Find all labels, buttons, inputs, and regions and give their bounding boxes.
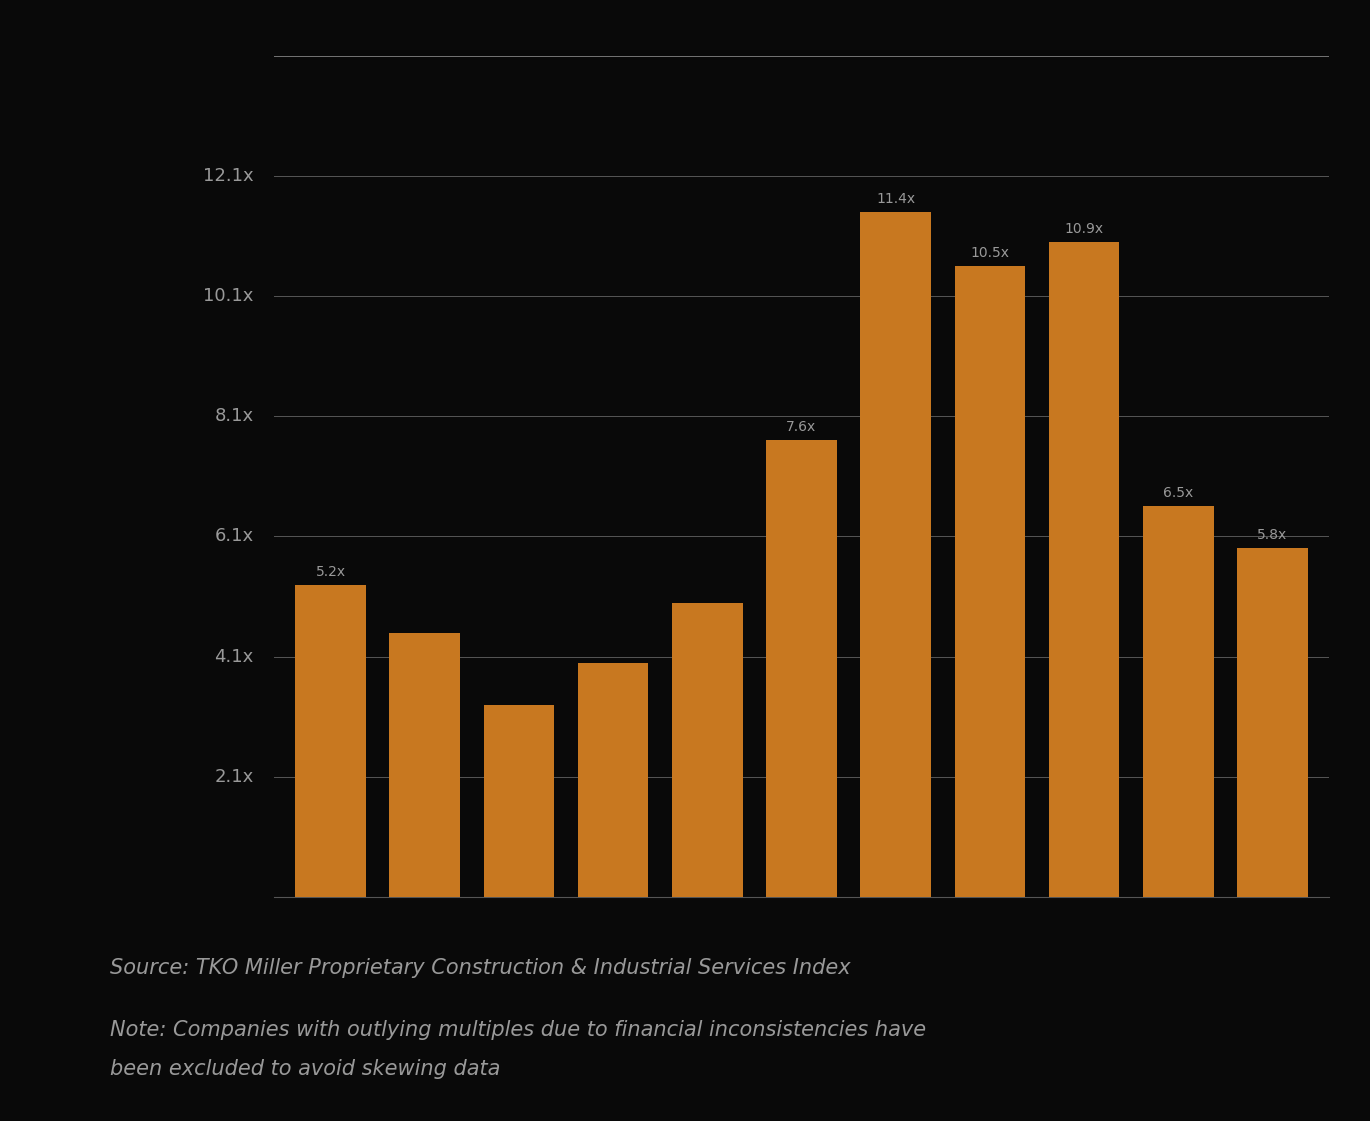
Bar <box>766 441 837 897</box>
Text: 10.1x: 10.1x <box>203 287 253 305</box>
Text: 4.1x: 4.1x <box>214 648 253 666</box>
Text: 8.1x: 8.1x <box>214 407 253 425</box>
Bar <box>389 632 460 897</box>
Text: 10.5x: 10.5x <box>970 247 1010 260</box>
Text: Note: Companies with outlying multiples due to financial inconsistencies have: Note: Companies with outlying multiples … <box>110 1020 926 1040</box>
Text: 6.5x: 6.5x <box>1163 487 1193 500</box>
Bar <box>295 584 366 897</box>
Bar <box>484 705 555 897</box>
Bar <box>671 603 743 897</box>
Text: been excluded to avoid skewing data: been excluded to avoid skewing data <box>110 1059 500 1080</box>
Text: 2.1x: 2.1x <box>214 768 253 786</box>
Text: 12.1x: 12.1x <box>203 167 253 185</box>
Bar <box>1143 507 1214 897</box>
Text: 10.9x: 10.9x <box>1064 222 1104 237</box>
Bar <box>1048 242 1119 897</box>
Text: 5.2x: 5.2x <box>315 565 345 578</box>
Text: 7.6x: 7.6x <box>786 420 817 435</box>
Text: Source: TKO Miller Proprietary Construction & Industrial Services Index: Source: TKO Miller Proprietary Construct… <box>110 958 851 979</box>
Text: 11.4x: 11.4x <box>875 192 915 206</box>
Text: 5.8x: 5.8x <box>1258 528 1288 543</box>
Bar <box>578 663 648 897</box>
Bar <box>860 212 932 897</box>
Bar <box>1237 548 1308 897</box>
Bar <box>955 266 1025 897</box>
Text: 6.1x: 6.1x <box>214 528 253 546</box>
